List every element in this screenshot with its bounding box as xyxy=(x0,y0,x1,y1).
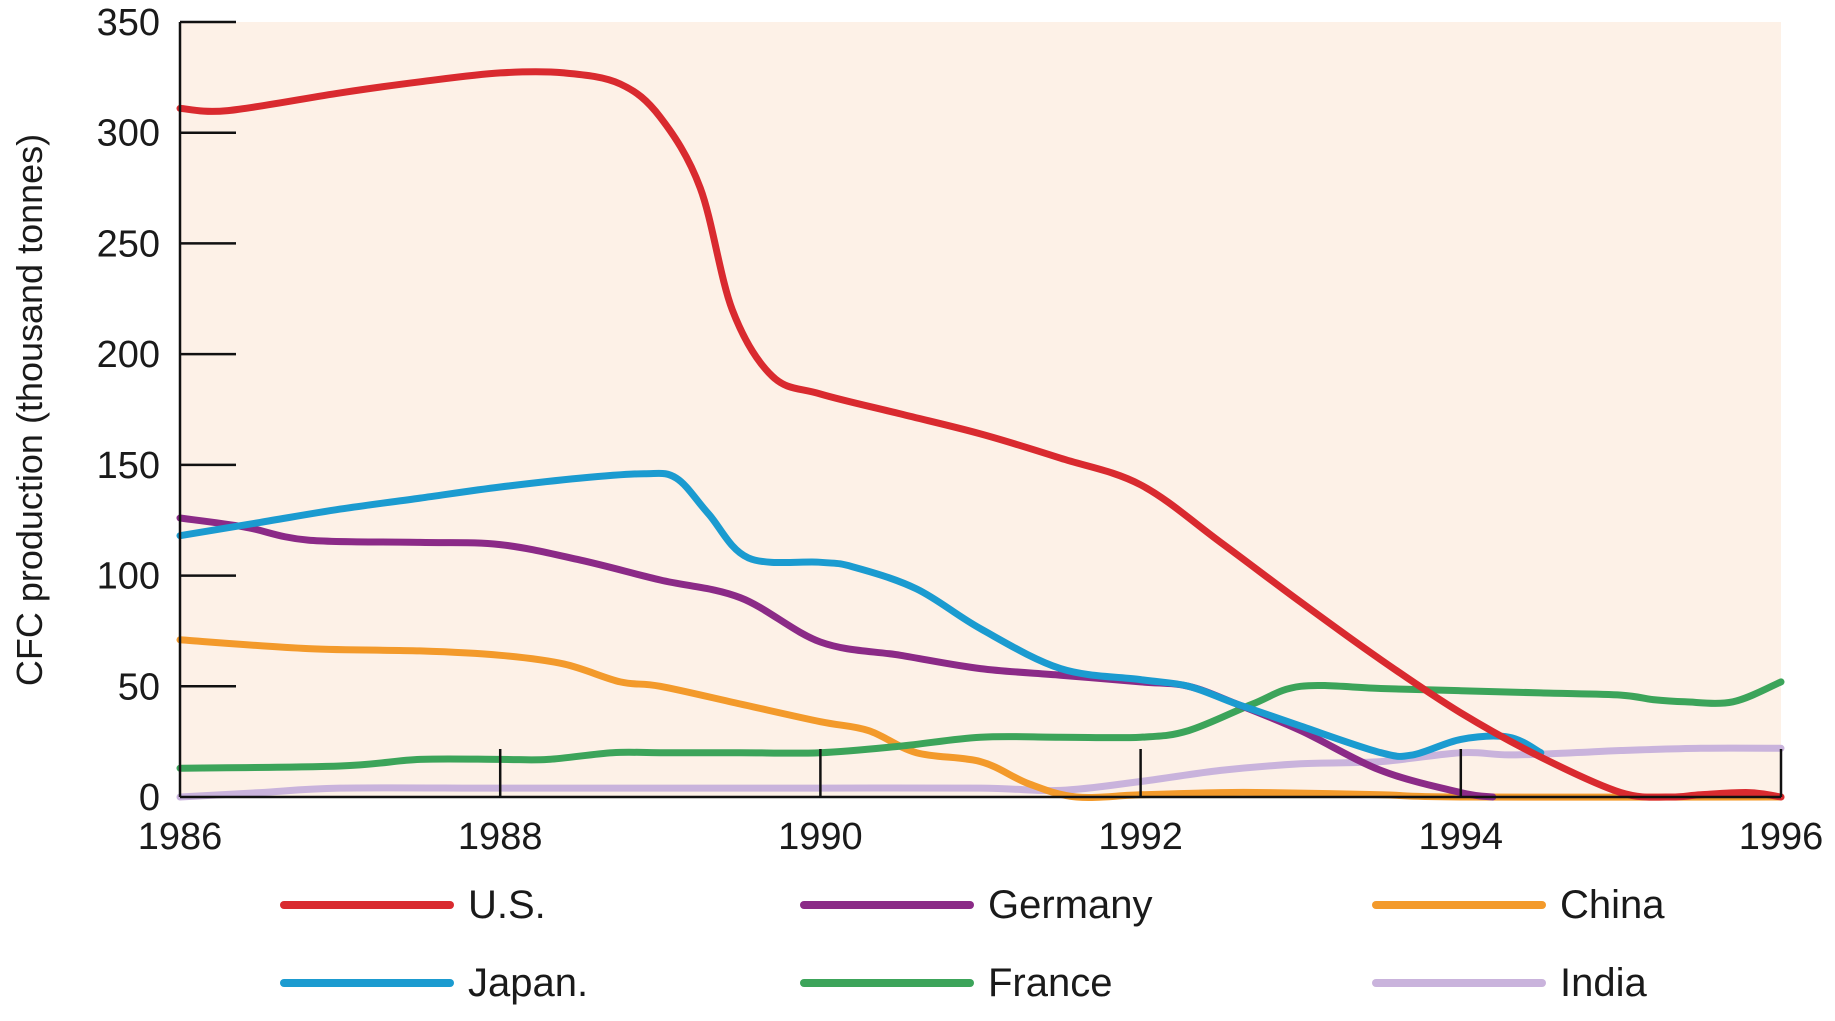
y-tick-label: 0 xyxy=(139,777,160,819)
plot-background xyxy=(180,22,1781,797)
y-tick-label: 100 xyxy=(97,556,160,598)
y-tick-label: 50 xyxy=(118,666,160,708)
x-tick-label: 1990 xyxy=(778,816,863,858)
y-tick-label: 250 xyxy=(97,223,160,265)
y-tick-label: 350 xyxy=(97,2,160,44)
x-tick-label: 1996 xyxy=(1739,816,1824,858)
x-tick-label: 1994 xyxy=(1419,816,1504,858)
y-tick-label: 300 xyxy=(97,113,160,155)
y-axis-title: CFC production (thousand tonnes) xyxy=(9,134,50,686)
y-tick-label: 200 xyxy=(97,334,160,376)
x-tick-label: 1988 xyxy=(458,816,543,858)
x-tick-label: 1986 xyxy=(138,816,223,858)
x-tick-label: 1992 xyxy=(1098,816,1183,858)
y-tick-label: 150 xyxy=(97,445,160,487)
